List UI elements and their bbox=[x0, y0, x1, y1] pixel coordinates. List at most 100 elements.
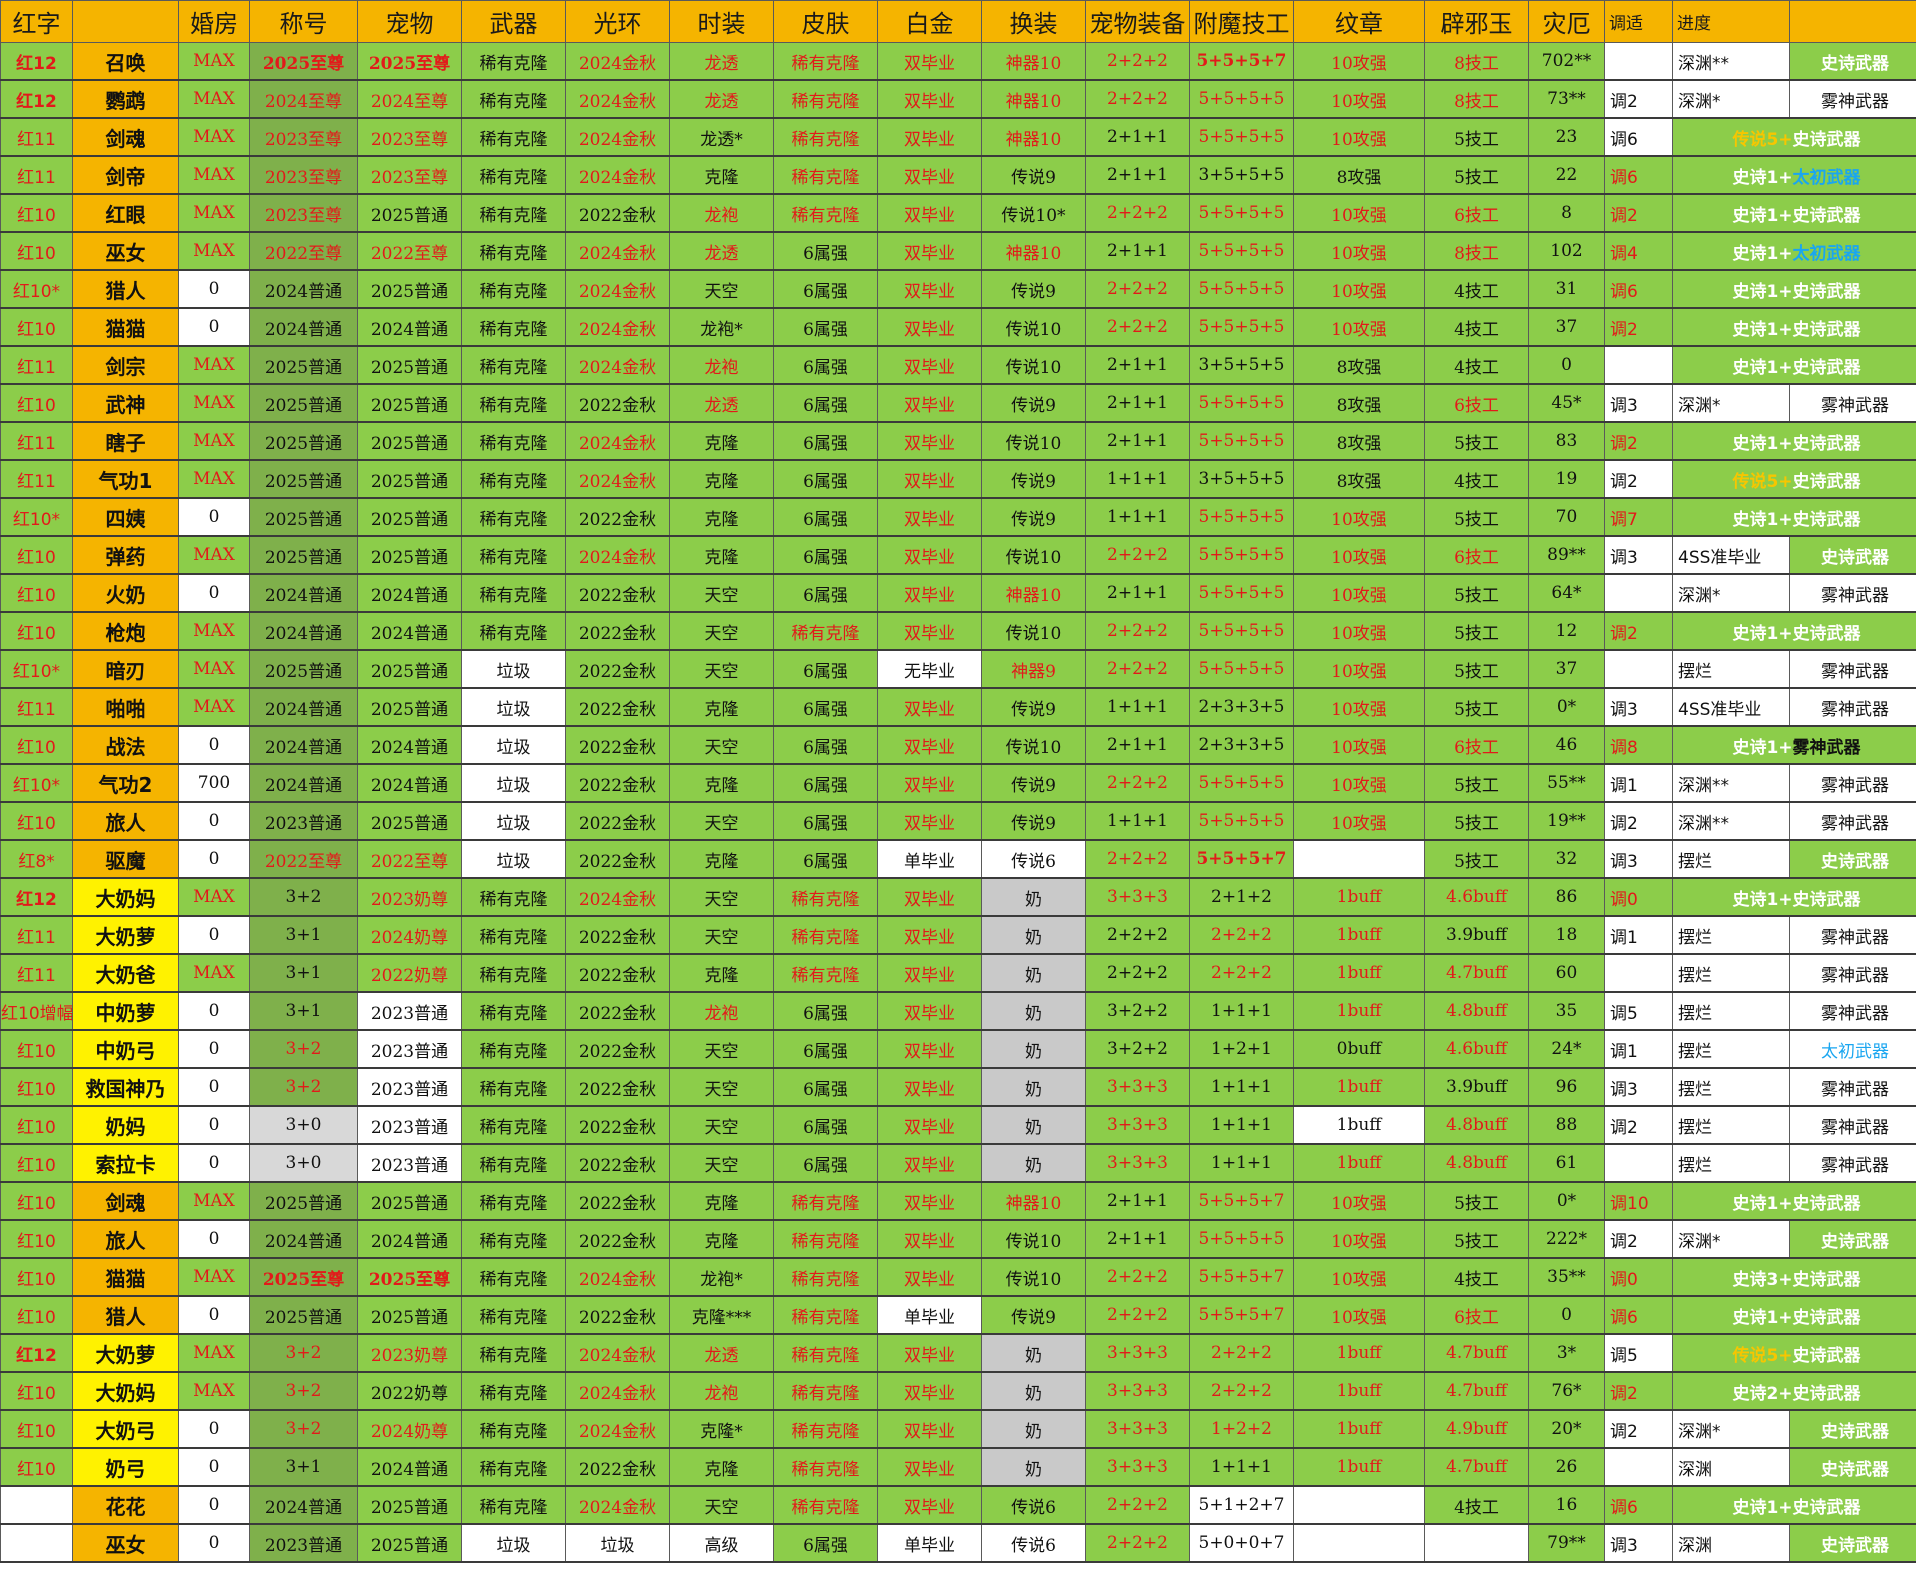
cell-chenghao[interactable]: 2025普通 bbox=[249, 459, 358, 499]
cell-shizhuang[interactable]: 龙袍* bbox=[669, 307, 774, 347]
cell-tiaoshi[interactable]: 调4 bbox=[1604, 231, 1673, 271]
cell-hongzi[interactable]: 红11 bbox=[0, 687, 73, 727]
cell-chongwu[interactable]: 2024奶尊 bbox=[357, 915, 462, 955]
cell-chongwu[interactable]: 2023普通 bbox=[357, 1067, 462, 1107]
cell-zaie[interactable]: 32 bbox=[1528, 839, 1605, 879]
cell-chenghao[interactable]: 2024普通 bbox=[249, 1219, 358, 1259]
cell-name[interactable]: 花花 bbox=[72, 1485, 179, 1525]
cell-guanghuan[interactable]: 2024金秋 bbox=[565, 877, 670, 917]
cell-fumo[interactable]: 2+3+3+5 bbox=[1189, 687, 1294, 727]
cell-tiaoshi[interactable]: 调2 bbox=[1604, 1371, 1673, 1411]
cell-progress[interactable]: 史诗1+史诗武器 bbox=[1672, 877, 1916, 917]
cell-hunfang[interactable]: MAX bbox=[178, 193, 250, 233]
cell-huanzhuang[interactable]: 传说9 bbox=[981, 497, 1086, 537]
cell-pifu[interactable]: 稀有克隆 bbox=[773, 1485, 878, 1525]
cell-hunfang[interactable]: MAX bbox=[178, 877, 250, 917]
cell-chenghao[interactable]: 2022至尊 bbox=[249, 839, 358, 879]
cell-huanzhuang[interactable]: 传说6 bbox=[981, 1523, 1086, 1563]
cell-chongwu-zhuangbei[interactable]: 2+1+1 bbox=[1085, 1219, 1190, 1259]
cell-wuqi[interactable]: 稀有克隆 bbox=[461, 953, 566, 993]
cell-huanzhuang[interactable]: 传说10 bbox=[981, 725, 1086, 765]
cell-wuqi[interactable]: 稀有克隆 bbox=[461, 193, 566, 233]
cell-bixieyu[interactable]: 5技工 bbox=[1424, 117, 1529, 157]
cell-jindu[interactable]: 深渊* bbox=[1672, 1219, 1790, 1259]
cell-chongwu[interactable]: 2025普通 bbox=[357, 269, 462, 309]
cell-chenghao[interactable]: 2022至尊 bbox=[249, 231, 358, 271]
cell-baijin[interactable]: 双毕业 bbox=[877, 725, 982, 765]
cell-tiaoshi[interactable]: 调8 bbox=[1604, 725, 1673, 765]
cell-zaie[interactable]: 79** bbox=[1528, 1523, 1605, 1563]
cell-zaie[interactable]: 35 bbox=[1528, 991, 1605, 1031]
cell-hunfang[interactable]: 0 bbox=[178, 1143, 250, 1183]
cell-pifu[interactable]: 6属强 bbox=[773, 991, 878, 1031]
cell-tiaoshi[interactable]: 调2 bbox=[1604, 421, 1673, 461]
cell-shizhuang[interactable]: 天空 bbox=[669, 801, 774, 841]
cell-tiaoshi[interactable] bbox=[1604, 1143, 1673, 1183]
cell-chongwu-zhuangbei[interactable]: 2+2+2 bbox=[1085, 535, 1190, 575]
cell-bixieyu[interactable] bbox=[1424, 1523, 1529, 1563]
cell-name[interactable]: 猎人 bbox=[72, 269, 179, 309]
cell-bixieyu[interactable]: 5技工 bbox=[1424, 1219, 1529, 1259]
cell-pifu[interactable]: 6属强 bbox=[773, 1029, 878, 1069]
cell-pifu[interactable]: 稀有克隆 bbox=[773, 1371, 878, 1411]
cell-hongzi[interactable]: 红10 bbox=[0, 1143, 73, 1183]
cell-chongwu-zhuangbei[interactable]: 2+2+2 bbox=[1085, 193, 1190, 233]
cell-pifu[interactable]: 6属强 bbox=[773, 269, 878, 309]
cell-bixieyu[interactable]: 5技工 bbox=[1424, 497, 1529, 537]
cell-huanzhuang[interactable]: 传说10 bbox=[981, 307, 1086, 347]
cell-chongwu-zhuangbei[interactable]: 2+2+2 bbox=[1085, 839, 1190, 879]
cell-zaie[interactable]: 37 bbox=[1528, 649, 1605, 689]
cell-bixieyu[interactable]: 4.8buff bbox=[1424, 1143, 1529, 1183]
cell-chenghao[interactable]: 3+2 bbox=[249, 1067, 358, 1107]
cell-fumo[interactable]: 5+5+5+5 bbox=[1189, 1219, 1294, 1259]
cell-wenzhang[interactable]: 10攻强 bbox=[1293, 687, 1425, 727]
cell-chenghao[interactable]: 2024普通 bbox=[249, 725, 358, 765]
cell-zaie[interactable]: 76* bbox=[1528, 1371, 1605, 1411]
cell-pifu[interactable]: 稀有克隆 bbox=[773, 1219, 878, 1259]
cell-zaie[interactable]: 70 bbox=[1528, 497, 1605, 537]
cell-hunfang[interactable]: 0 bbox=[178, 801, 250, 841]
cell-name[interactable]: 暗刃 bbox=[72, 649, 179, 689]
cell-wuqi[interactable]: 稀有克隆 bbox=[461, 611, 566, 651]
header-zaie[interactable]: 灾厄 bbox=[1528, 0, 1605, 43]
cell-fumo[interactable]: 1+2+2 bbox=[1189, 1409, 1294, 1449]
cell-zaie[interactable]: 35** bbox=[1528, 1257, 1605, 1297]
cell-wenzhang[interactable]: 10攻强 bbox=[1293, 1219, 1425, 1259]
cell-progress[interactable]: 传说5+史诗武器 bbox=[1672, 459, 1916, 499]
cell-hongzi[interactable]: 红10* bbox=[0, 497, 73, 537]
cell-pifu[interactable]: 6属强 bbox=[773, 801, 878, 841]
cell-wenzhang[interactable]: 10攻强 bbox=[1293, 535, 1425, 575]
cell-guanghuan[interactable]: 2022金秋 bbox=[565, 915, 670, 955]
cell-chongwu-zhuangbei[interactable]: 1+1+1 bbox=[1085, 459, 1190, 499]
cell-huanzhuang[interactable]: 神器10 bbox=[981, 117, 1086, 157]
cell-chongwu-zhuangbei[interactable]: 2+2+2 bbox=[1085, 1295, 1190, 1335]
cell-shizhuang[interactable]: 龙袍* bbox=[669, 1257, 774, 1297]
cell-huanzhuang[interactable]: 传说6 bbox=[981, 1485, 1086, 1525]
header-huanzhuang[interactable]: 换装 bbox=[981, 0, 1086, 43]
cell-hongzi[interactable]: 红10* bbox=[0, 269, 73, 309]
cell-bixieyu[interactable]: 8技工 bbox=[1424, 42, 1529, 81]
cell-zaie[interactable]: 20* bbox=[1528, 1409, 1605, 1449]
cell-bixieyu[interactable]: 4技工 bbox=[1424, 459, 1529, 499]
cell-fumo[interactable]: 5+5+5+5 bbox=[1189, 611, 1294, 651]
cell-chongwu[interactable]: 2022至尊 bbox=[357, 231, 462, 271]
cell-tiaoshi[interactable]: 调3 bbox=[1604, 1067, 1673, 1107]
cell-chenghao[interactable]: 2024普通 bbox=[249, 687, 358, 727]
cell-fumo[interactable]: 1+1+1 bbox=[1189, 1447, 1294, 1487]
cell-guanghuan[interactable]: 2022金秋 bbox=[565, 687, 670, 727]
cell-hunfang[interactable]: 700 bbox=[178, 763, 250, 803]
cell-bixieyu[interactable]: 5技工 bbox=[1424, 573, 1529, 613]
cell-chongwu-zhuangbei[interactable]: 2+1+1 bbox=[1085, 117, 1190, 157]
cell-fumo[interactable]: 5+5+5+5 bbox=[1189, 269, 1294, 309]
cell-name[interactable]: 旅人 bbox=[72, 1219, 179, 1259]
cell-wenzhang[interactable]: 10攻强 bbox=[1293, 1181, 1425, 1221]
cell-chongwu[interactable]: 2024奶尊 bbox=[357, 1409, 462, 1449]
cell-chongwu[interactable]: 2025普通 bbox=[357, 345, 462, 385]
cell-shizhuang[interactable]: 天空 bbox=[669, 1029, 774, 1069]
cell-zaie[interactable]: 3* bbox=[1528, 1333, 1605, 1373]
cell-chongwu[interactable]: 2025普通 bbox=[357, 1485, 462, 1525]
cell-chenghao[interactable]: 2023普通 bbox=[249, 801, 358, 841]
cell-zaie[interactable]: 96 bbox=[1528, 1067, 1605, 1107]
cell-huanzhuang[interactable]: 奶 bbox=[981, 1447, 1086, 1487]
cell-hunfang[interactable]: 0 bbox=[178, 1523, 250, 1563]
